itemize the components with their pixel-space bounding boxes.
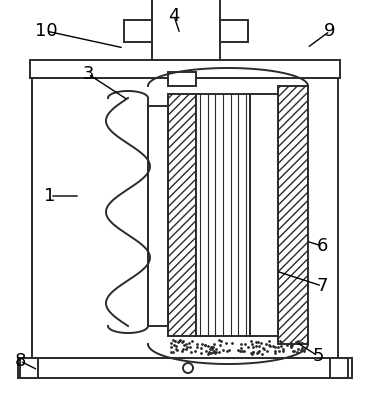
Text: 5: 5 (312, 347, 324, 365)
Bar (330, 358, 348, 378)
Bar (32, 78, 338, 358)
Bar (278, 86, 308, 344)
Bar (168, 94, 196, 336)
Bar (220, 20, 248, 42)
Text: 3: 3 (82, 65, 94, 83)
Bar (250, 94, 278, 336)
Bar (152, 0, 220, 60)
Bar (124, 20, 152, 42)
Text: 9: 9 (324, 22, 336, 40)
Text: 1: 1 (44, 187, 56, 205)
Bar (148, 106, 168, 326)
Text: 7: 7 (316, 277, 328, 295)
Bar (168, 72, 196, 86)
Bar (18, 358, 352, 378)
Text: 8: 8 (14, 352, 26, 370)
Bar (30, 60, 340, 78)
Text: 4: 4 (168, 7, 180, 25)
Bar (20, 358, 38, 378)
Text: 10: 10 (35, 22, 57, 40)
Bar (196, 94, 250, 336)
Text: 6: 6 (316, 237, 328, 255)
